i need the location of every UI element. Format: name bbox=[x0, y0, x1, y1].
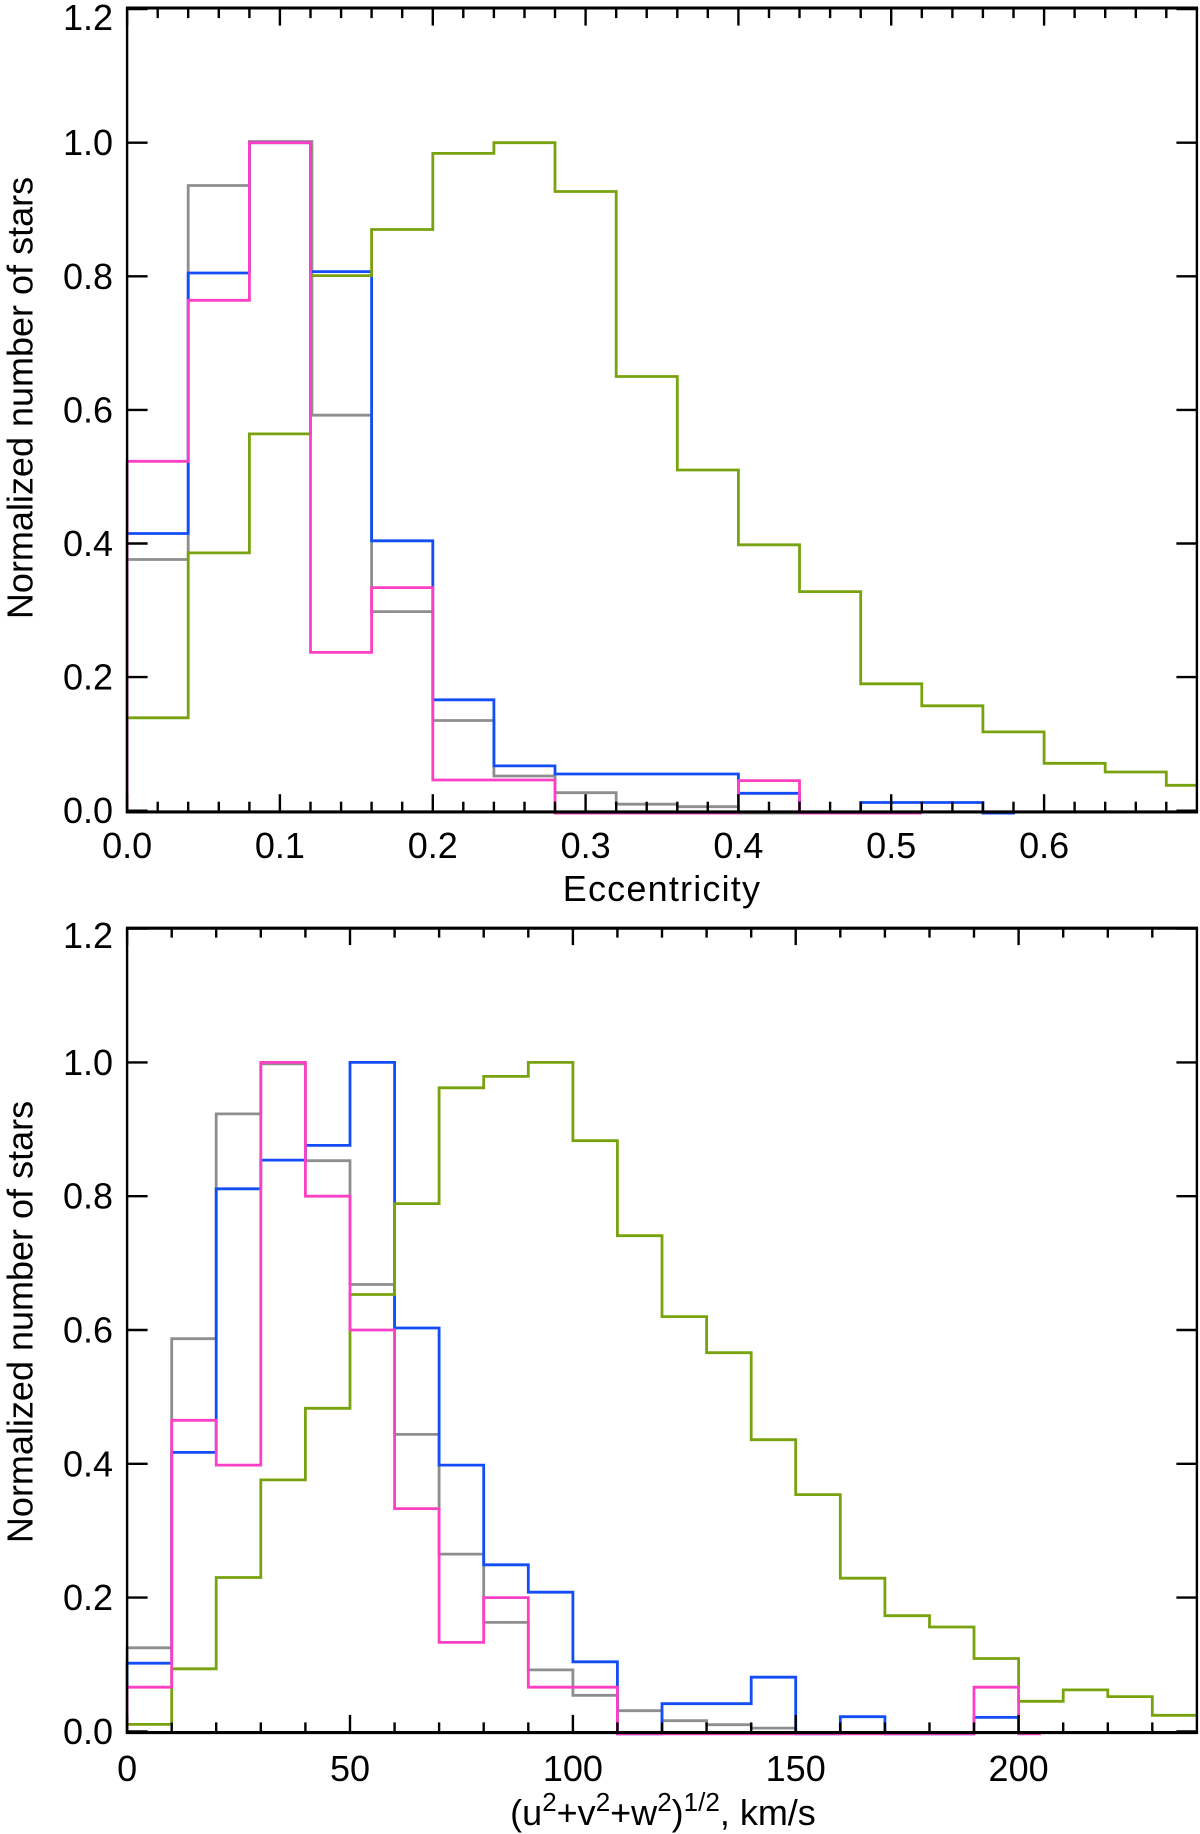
svg-text:0.0: 0.0 bbox=[102, 825, 152, 866]
svg-text:Normalized number of stars: Normalized number of stars bbox=[0, 1101, 41, 1543]
svg-text:Eccentricity: Eccentricity bbox=[563, 868, 761, 909]
svg-text:Normalized number of stars: Normalized number of stars bbox=[0, 177, 41, 619]
svg-text:0.2: 0.2 bbox=[63, 1577, 113, 1618]
svg-text:0.4: 0.4 bbox=[63, 523, 113, 564]
svg-text:0.1: 0.1 bbox=[255, 825, 305, 866]
svg-text:0.2: 0.2 bbox=[63, 657, 113, 698]
svg-text:0.8: 0.8 bbox=[63, 256, 113, 297]
svg-text:0.0: 0.0 bbox=[63, 1711, 113, 1752]
svg-text:150: 150 bbox=[766, 1748, 826, 1789]
svg-text:0.5: 0.5 bbox=[866, 825, 916, 866]
svg-text:0.4: 0.4 bbox=[63, 1443, 113, 1484]
svg-text:1.0: 1.0 bbox=[63, 1042, 113, 1083]
svg-text:0.6: 0.6 bbox=[63, 389, 113, 430]
svg-text:50: 50 bbox=[330, 1748, 370, 1789]
svg-text:1.2: 1.2 bbox=[63, 915, 113, 956]
svg-text:(u2+v2+w2)1/2, km/s: (u2+v2+w2)1/2, km/s bbox=[510, 1787, 816, 1833]
svg-text:0.6: 0.6 bbox=[1019, 825, 1069, 866]
svg-text:1.0: 1.0 bbox=[63, 122, 113, 163]
svg-text:0.8: 0.8 bbox=[63, 1176, 113, 1217]
svg-text:200: 200 bbox=[989, 1748, 1049, 1789]
svg-text:0: 0 bbox=[117, 1748, 137, 1789]
svg-text:0.4: 0.4 bbox=[713, 825, 763, 866]
svg-text:0.3: 0.3 bbox=[561, 825, 611, 866]
svg-text:0.6: 0.6 bbox=[63, 1310, 113, 1351]
svg-text:0.2: 0.2 bbox=[408, 825, 458, 866]
svg-text:0.0: 0.0 bbox=[63, 790, 113, 831]
svg-text:1.2: 1.2 bbox=[63, 0, 113, 38]
svg-text:100: 100 bbox=[543, 1748, 603, 1789]
